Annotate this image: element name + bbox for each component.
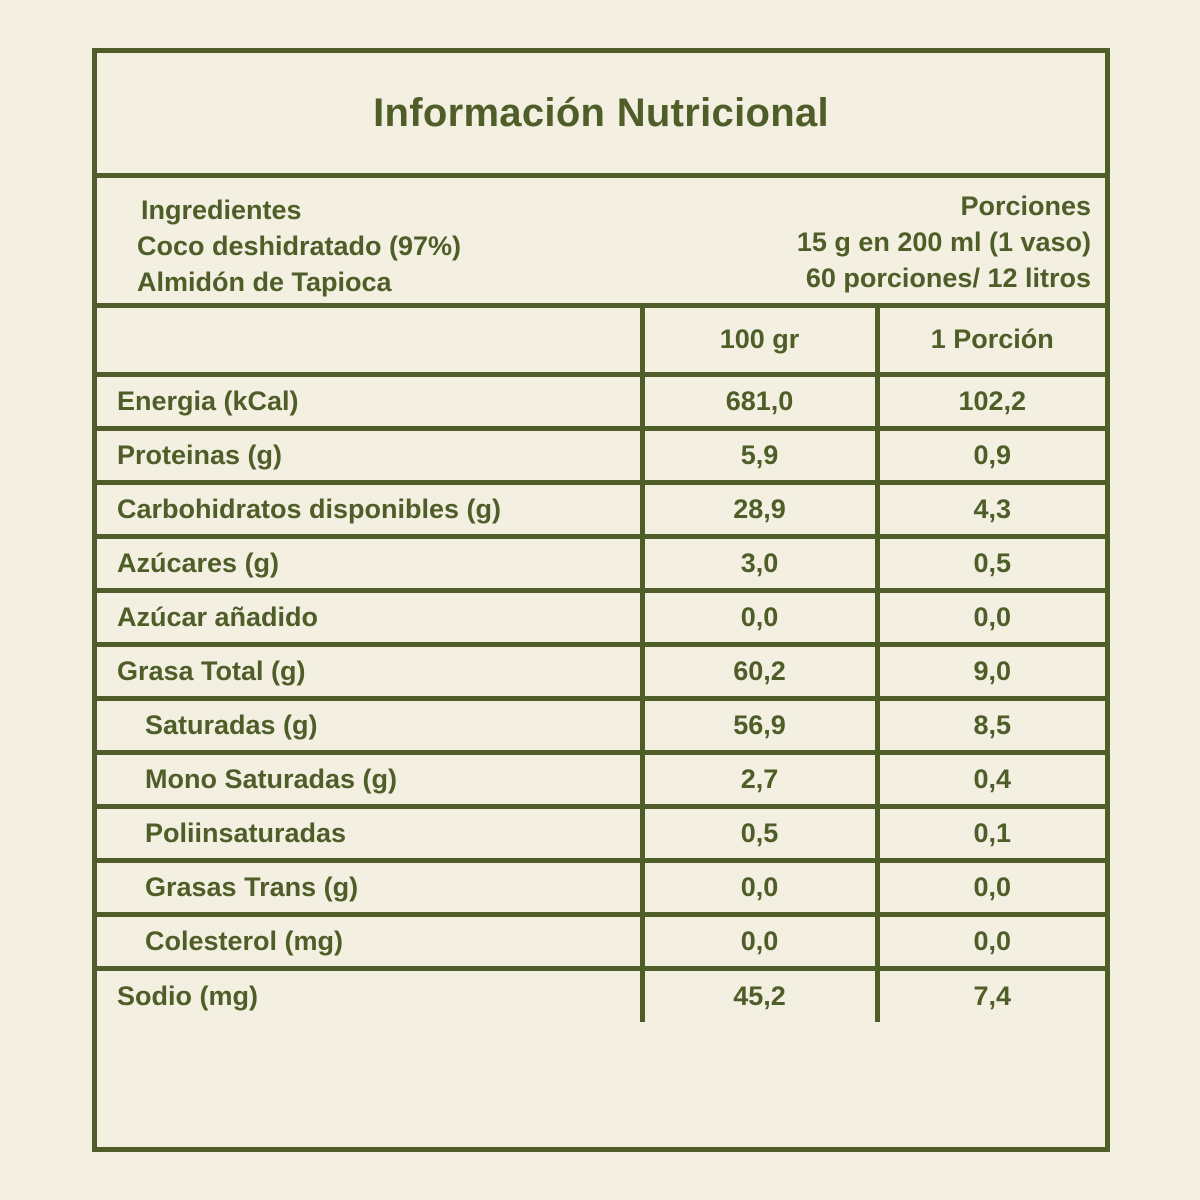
nutrition-table: 100 gr 1 Porción Energia (kCal) 681,0 102,… (97, 308, 1105, 1022)
value-per-portion: 0,4 (874, 749, 1105, 809)
table-row: Sodio (mg) 45,2 7,4 (97, 965, 1105, 1022)
nutrient-label: Poliinsaturadas (97, 803, 645, 863)
portions-heading: Porciones (960, 191, 1091, 221)
table-header-portion: 1 Porción (874, 308, 1105, 377)
nutrition-panel: Información Nutricional Ingredientes Coc… (92, 48, 1110, 1152)
portions-line: 60 porciones/ 12 litros (805, 263, 1091, 293)
table-row: Carbohidratos disponibles (g) 28,9 4,3 (97, 479, 1105, 539)
value-per-portion: 0,1 (874, 803, 1105, 863)
table-header-empty (97, 308, 645, 377)
value-per-portion: 0,0 (874, 911, 1105, 971)
nutrient-label: Azúcar añadido (97, 587, 645, 647)
value-per-portion: 0,0 (874, 587, 1105, 647)
value-per-100gr: 0,0 (639, 587, 880, 647)
info-row: Ingredientes Coco deshidratado (97%) Alm… (97, 178, 1105, 308)
page-title: Información Nutricional (373, 90, 829, 135)
value-per-100gr: 60,2 (639, 641, 880, 701)
nutrient-label: Azúcares (g) (97, 533, 645, 593)
value-per-portion: 7,4 (874, 965, 1105, 1022)
value-per-100gr: 0,0 (639, 911, 880, 971)
value-per-100gr: 28,9 (639, 479, 880, 539)
nutrient-label: Colesterol (mg) (97, 911, 645, 971)
value-per-100gr: 2,7 (639, 749, 880, 809)
nutrient-label: Energia (kCal) (97, 371, 645, 431)
value-per-portion: 0,5 (874, 533, 1105, 593)
title-row: Información Nutricional (97, 53, 1105, 178)
nutrient-label: Grasa Total (g) (97, 641, 645, 701)
value-per-portion: 9,0 (874, 641, 1105, 701)
value-per-portion: 102,2 (874, 371, 1105, 431)
nutrient-label: Proteinas (g) (97, 425, 645, 485)
value-per-100gr: 3,0 (639, 533, 880, 593)
table-row: Grasas Trans (g) 0,0 0,0 (97, 857, 1105, 917)
value-per-100gr: 0,5 (639, 803, 880, 863)
table-row: Azúcares (g) 3,0 0,5 (97, 533, 1105, 593)
table-row: Saturadas (g) 56,9 8,5 (97, 695, 1105, 755)
ingredient-item: Coco deshidratado (97%) (137, 231, 462, 261)
nutrient-label: Saturadas (g) (97, 695, 645, 755)
value-per-100gr: 5,9 (639, 425, 880, 485)
value-per-portion: 4,3 (874, 479, 1105, 539)
portions-line: 15 g en 200 ml (1 vaso) (796, 227, 1091, 257)
value-per-portion: 8,5 (874, 695, 1105, 755)
table-header-100gr: 100 gr (639, 308, 880, 377)
nutrient-label: Mono Saturadas (g) (97, 749, 645, 809)
value-per-100gr: 681,0 (639, 371, 880, 431)
table-row: Poliinsaturadas 0,5 0,1 (97, 803, 1105, 863)
table-row: Azúcar añadido 0,0 0,0 (97, 587, 1105, 647)
value-per-100gr: 0,0 (639, 857, 880, 917)
ingredients-block: Ingredientes Coco deshidratado (97%) Alm… (137, 192, 461, 300)
table-row: Proteinas (g) 5,9 0,9 (97, 425, 1105, 485)
value-per-portion: 0,0 (874, 857, 1105, 917)
table-row: Grasa Total (g) 60,2 9,0 (97, 641, 1105, 701)
ingredients-heading: Ingredientes (141, 195, 302, 225)
portions-block: Porciones 15 g en 200 ml (1 vaso) 60 por… (797, 188, 1091, 296)
value-per-100gr: 45,2 (639, 965, 880, 1022)
table-row: Energia (kCal) 681,0 102,2 (97, 371, 1105, 431)
nutrient-label: Sodio (mg) (97, 965, 645, 1022)
table-row: Colesterol (mg) 0,0 0,0 (97, 911, 1105, 971)
table-header-row: 100 gr 1 Porción (97, 308, 1105, 377)
value-per-100gr: 56,9 (639, 695, 880, 755)
table-row: Mono Saturadas (g) 2,7 0,4 (97, 749, 1105, 809)
nutrient-label: Grasas Trans (g) (97, 857, 645, 917)
nutrient-label: Carbohidratos disponibles (g) (97, 479, 645, 539)
value-per-portion: 0,9 (874, 425, 1105, 485)
ingredient-item: Almidón de Tapioca (137, 267, 392, 297)
